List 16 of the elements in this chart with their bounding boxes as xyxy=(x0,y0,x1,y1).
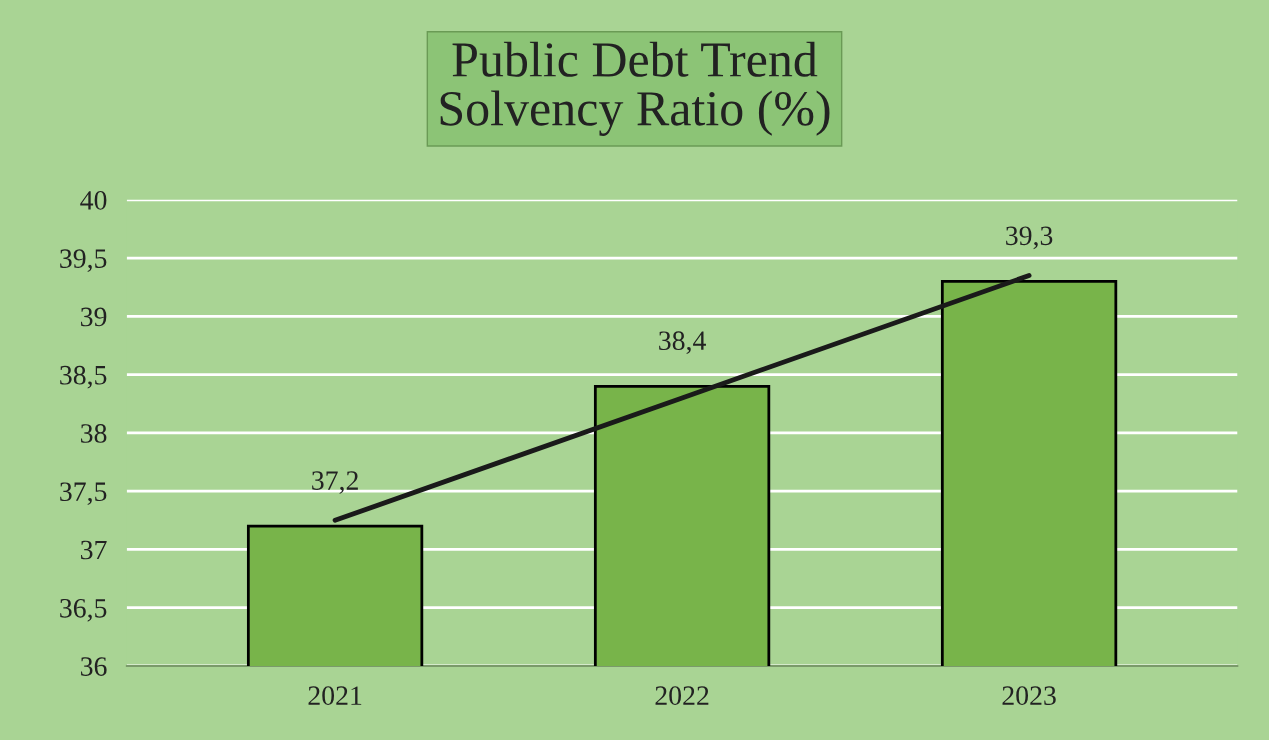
x-tick-label: 2021 xyxy=(308,686,362,705)
y-tick-label: 36 xyxy=(81,657,107,676)
y-tick-label: 36,5 xyxy=(60,598,107,622)
x-tick-label: 2023 xyxy=(1002,686,1056,705)
data-label: 39,3 xyxy=(1006,226,1053,250)
chart-title: Public Debt Trend Solvency Ratio (%) xyxy=(440,41,830,136)
y-tick-label: 39,5 xyxy=(60,249,107,272)
y-tick-label: 37,5 xyxy=(60,482,107,506)
data-label: 37,2 xyxy=(312,471,358,494)
y-tick-label: 37 xyxy=(81,540,107,560)
y-tick-label: 38,5 xyxy=(60,365,107,389)
y-tick-label: 39 xyxy=(81,307,107,327)
y-tick-label: 38 xyxy=(81,424,107,443)
y-tick-label: 40 xyxy=(80,190,107,210)
data-label: 38,4 xyxy=(659,331,706,355)
x-tick-label: 2022 xyxy=(655,686,709,705)
